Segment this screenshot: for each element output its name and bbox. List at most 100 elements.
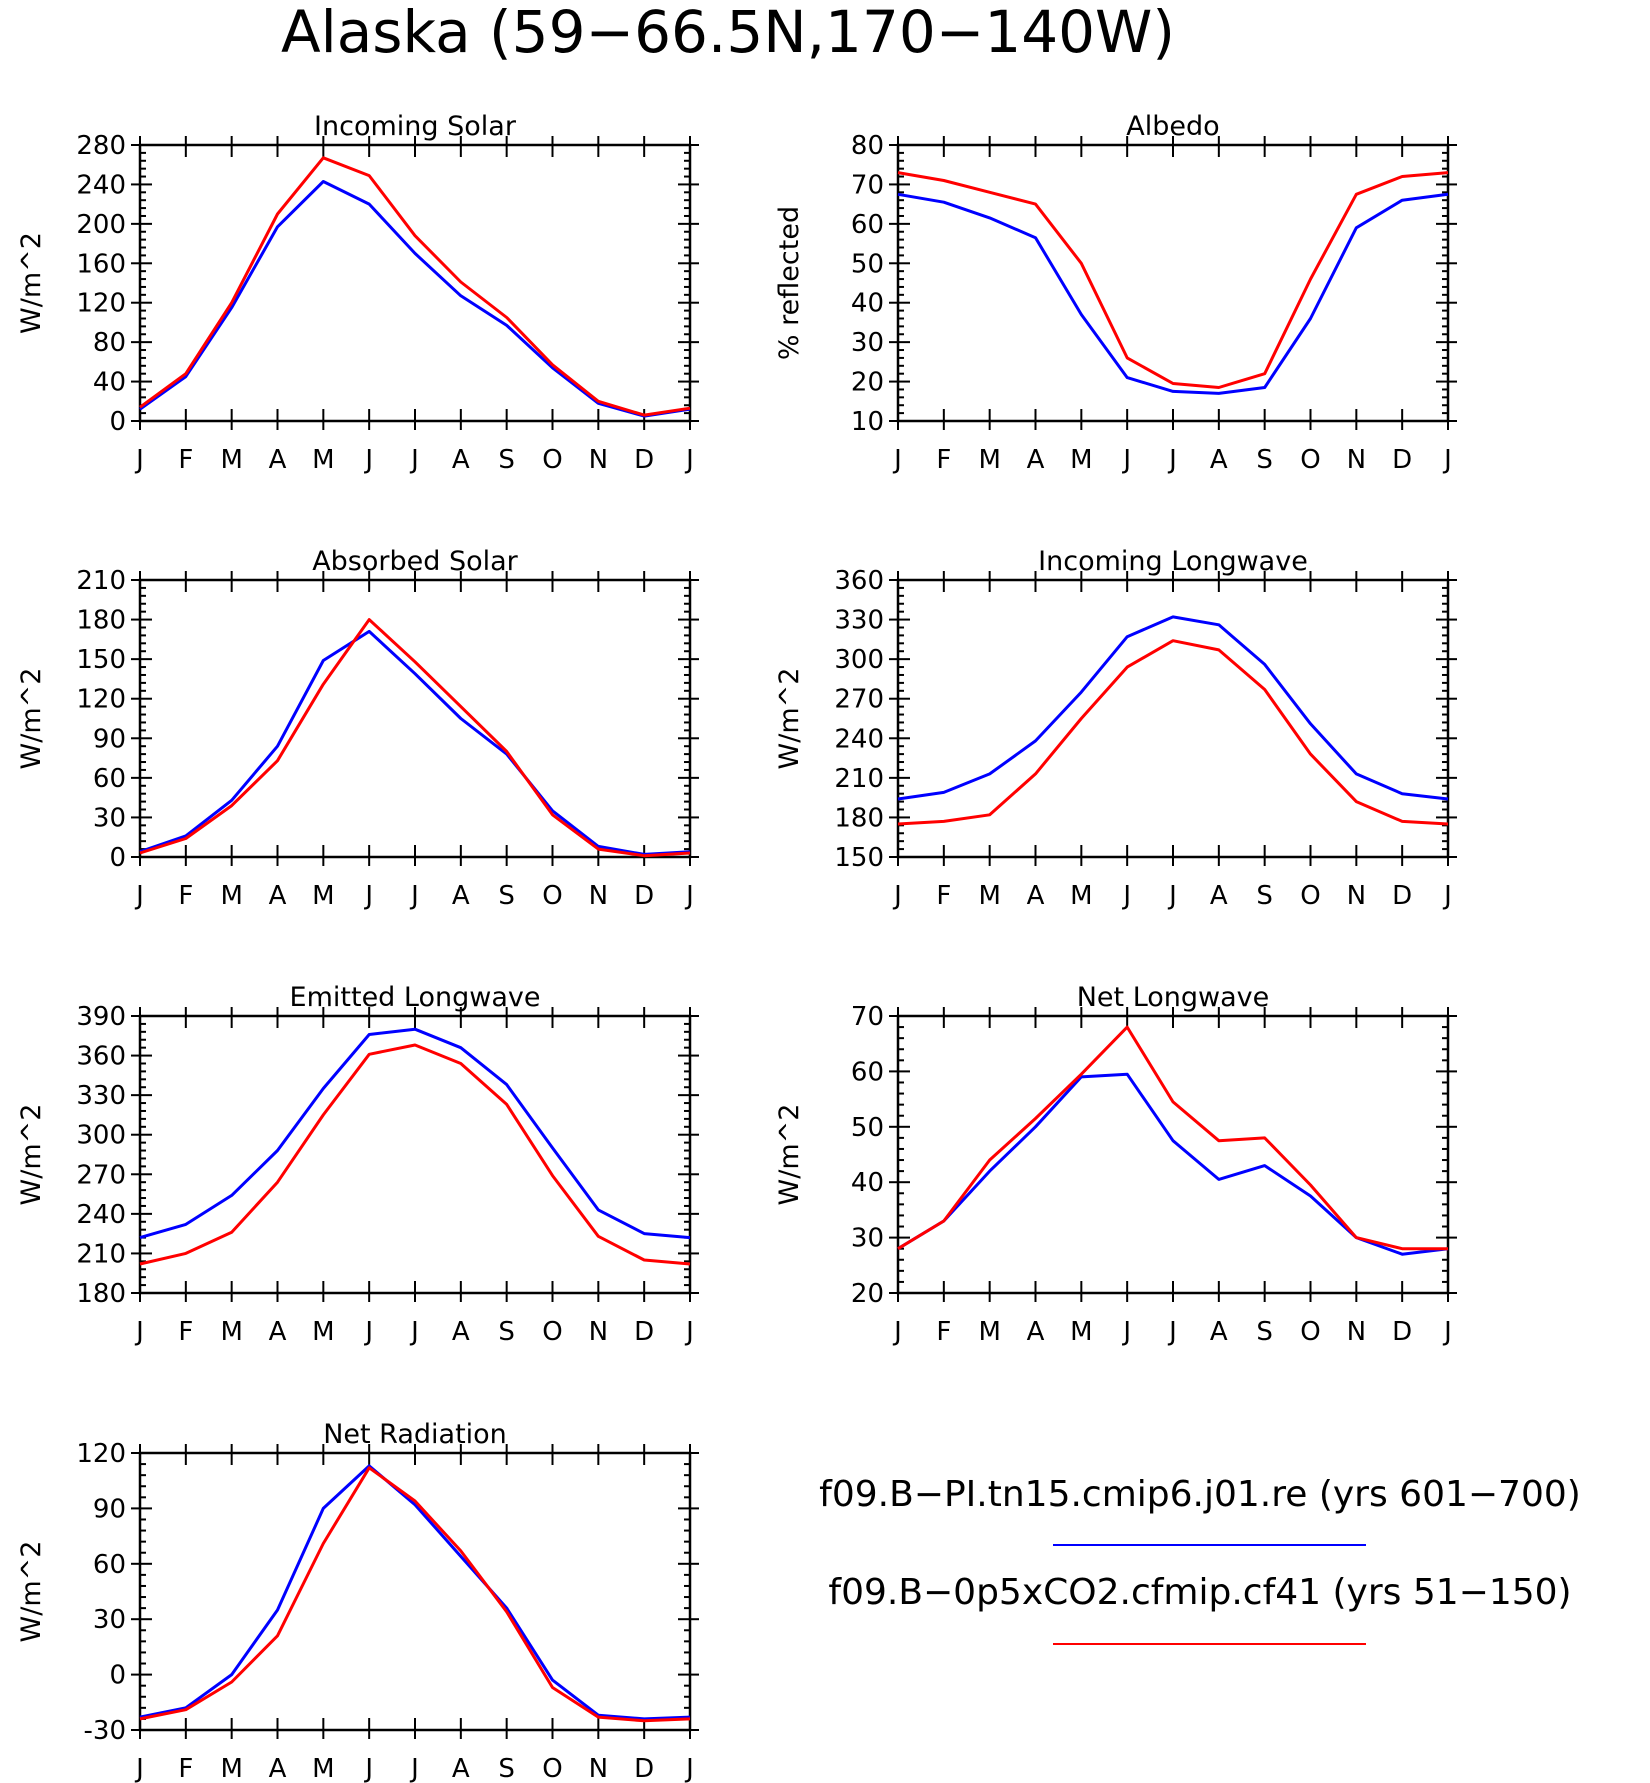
x-tick-label: M — [978, 881, 1000, 911]
x-tick-label: O — [542, 1754, 562, 1783]
x-tick-label: J — [1167, 881, 1177, 911]
y-tick-label: 210 — [76, 566, 126, 596]
x-tick-label: D — [1392, 445, 1412, 475]
y-tick-label: 40 — [851, 289, 884, 319]
x-tick-label: N — [589, 445, 608, 475]
y-tick-label: 150 — [834, 843, 884, 873]
x-tick-label: J — [684, 445, 694, 475]
x-tick-label: J — [1167, 1317, 1177, 1347]
x-tick-label: J — [892, 881, 902, 911]
x-tick-label: D — [1392, 1317, 1412, 1347]
x-tick-label: O — [542, 881, 562, 911]
x-tick-label: J — [1121, 1317, 1131, 1347]
x-tick-label: F — [178, 1754, 193, 1783]
y-tick-label: 50 — [851, 1113, 884, 1143]
y-tick-label: 270 — [76, 1160, 126, 1190]
x-tick-label: N — [589, 881, 608, 911]
x-tick-label: A — [452, 1754, 470, 1783]
x-tick-label: O — [542, 1317, 562, 1347]
y-tick-label: 60 — [851, 210, 884, 240]
y-tick-label: 120 — [76, 289, 126, 319]
x-tick-label: D — [634, 1317, 654, 1347]
plot-frame-net-radiation — [138, 1451, 692, 1732]
x-tick-label: M — [978, 1317, 1000, 1347]
chart-panels: Incoming SolarW/m^204080120160200240280J… — [16, 111, 1457, 1783]
x-tick-label: J — [363, 445, 373, 475]
y-tick-label: 160 — [76, 249, 126, 279]
x-tick-label: A — [1027, 445, 1045, 475]
x-tick-label: A — [269, 1754, 287, 1783]
y-tick-label: 60 — [851, 1057, 884, 1087]
y-tick-label: 240 — [76, 170, 126, 200]
x-tick-label: F — [178, 1317, 193, 1347]
series-line-1-incoming-longwave — [897, 615, 1449, 801]
series-line-1-albedo — [897, 192, 1449, 395]
legend: f09.B−PI.tn15.cmip6.j01.re (yrs 601−700)… — [819, 1474, 1581, 1645]
y-tick-label: 240 — [76, 1200, 126, 1230]
y-axis-label-incoming-longwave: W/m^2 — [774, 668, 805, 770]
y-tick-label: 60 — [93, 764, 126, 794]
x-tick-label: N — [589, 1754, 608, 1783]
plot-frame-net-longwave — [896, 1014, 1450, 1295]
x-tick-label: M — [1070, 881, 1092, 911]
y-axis-label-incoming-solar: W/m^2 — [16, 232, 47, 334]
x-tick-label: J — [134, 445, 144, 475]
x-tick-label: N — [1347, 1317, 1366, 1347]
x-tick-label: J — [363, 1317, 373, 1347]
y-tick-label: 40 — [851, 1168, 884, 1198]
series-line-2-incoming-solar — [139, 156, 691, 417]
x-tick-label: N — [1347, 445, 1366, 475]
x-tick-label: S — [498, 1317, 515, 1347]
y-tick-label: 90 — [93, 724, 126, 754]
plot-frame-absorbed-solar — [138, 578, 692, 859]
x-tick-label: S — [498, 445, 515, 475]
series-line-2-incoming-longwave — [897, 639, 1449, 826]
x-tick-label: J — [363, 881, 373, 911]
y-tick-label: 210 — [834, 764, 884, 794]
x-tick-label: D — [634, 881, 654, 911]
x-tick-label: J — [1121, 445, 1131, 475]
series-line-1-absorbed-solar — [139, 629, 691, 856]
x-tick-label: J — [1167, 445, 1177, 475]
y-axis-label-absorbed-solar: W/m^2 — [16, 668, 47, 770]
y-tick-label: 60 — [93, 1550, 126, 1580]
x-tick-label: M — [312, 1754, 334, 1783]
y-tick-label: 330 — [834, 606, 884, 636]
series-line-2-absorbed-solar — [139, 618, 691, 858]
y-tick-label: 240 — [834, 724, 884, 754]
x-tick-label: M — [220, 1317, 242, 1347]
y-tick-label: 80 — [93, 328, 126, 358]
x-tick-label: M — [1070, 445, 1092, 475]
y-tick-label: 30 — [851, 1224, 884, 1254]
legend-label-2: f09.B−0p5xCO2.cfmip.cf41 (yrs 51−150) — [828, 1572, 1571, 1613]
plot-frame-emitted-longwave — [138, 1014, 692, 1295]
x-tick-label: D — [1392, 881, 1412, 911]
y-tick-label: 30 — [851, 328, 884, 358]
y-tick-label: 0 — [109, 843, 126, 873]
x-tick-label: A — [1210, 445, 1228, 475]
y-tick-label: 360 — [76, 1042, 126, 1072]
panel-incoming-solar: Incoming SolarW/m^204080120160200240280J… — [16, 111, 699, 475]
x-tick-label: J — [134, 1754, 144, 1783]
y-tick-label: 120 — [76, 1439, 126, 1469]
x-tick-label: J — [684, 1754, 694, 1783]
x-tick-label: A — [452, 1317, 470, 1347]
x-tick-label: F — [936, 1317, 951, 1347]
y-tick-label: 20 — [851, 1279, 884, 1309]
x-tick-label: J — [409, 881, 419, 911]
x-tick-label: S — [1256, 445, 1273, 475]
x-tick-label: S — [1256, 881, 1273, 911]
series-line-1-emitted-longwave — [139, 1027, 691, 1240]
x-tick-label: J — [409, 1754, 419, 1783]
x-tick-label: O — [1300, 881, 1320, 911]
x-tick-label: N — [1347, 881, 1366, 911]
y-tick-label: 0 — [109, 1661, 126, 1691]
x-tick-label: A — [269, 881, 287, 911]
x-tick-label: M — [978, 445, 1000, 475]
y-tick-label: 40 — [93, 368, 126, 398]
x-tick-label: O — [542, 445, 562, 475]
x-tick-label: J — [892, 445, 902, 475]
